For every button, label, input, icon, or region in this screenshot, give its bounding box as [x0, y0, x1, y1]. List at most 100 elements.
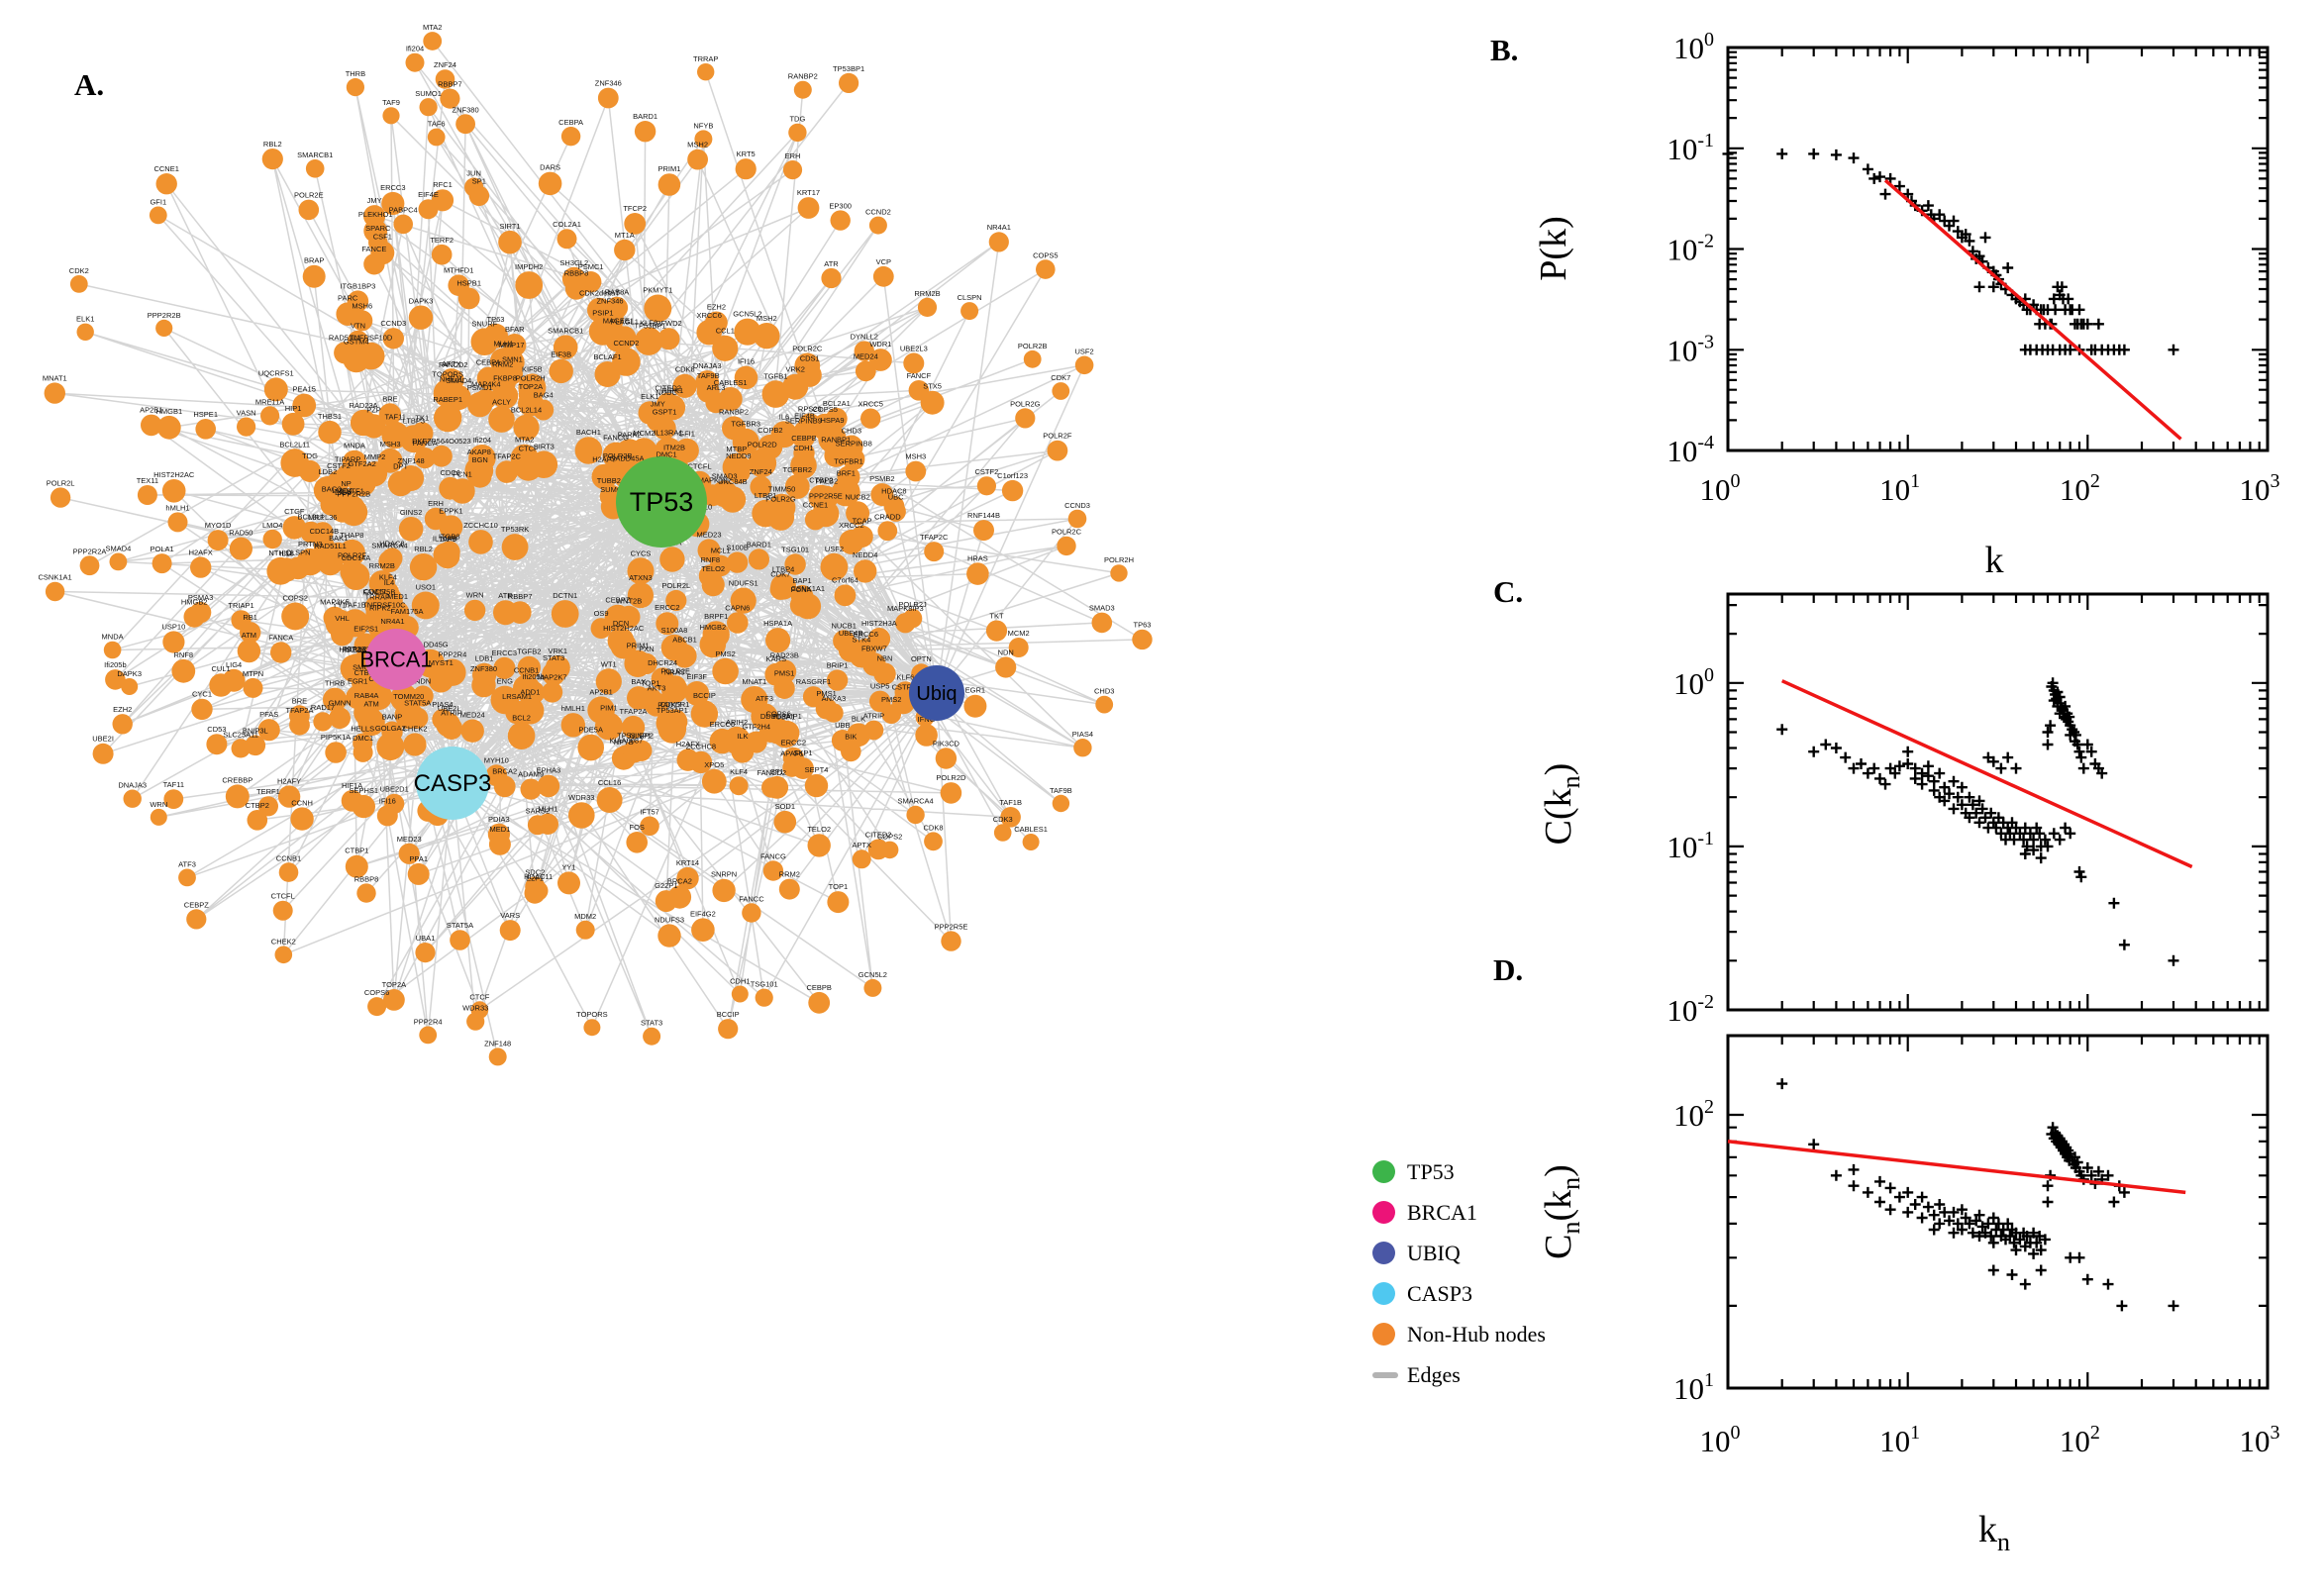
- network-node: [995, 656, 1017, 678]
- node-label: TOP1: [641, 679, 659, 688]
- node-label: ERCC6: [710, 720, 735, 729]
- node-label: MSH3: [380, 440, 401, 449]
- network-node: [237, 639, 261, 663]
- node-label: RB1: [243, 613, 257, 622]
- node-label: RNF8: [174, 650, 194, 659]
- data-points-b: [1722, 148, 2179, 355]
- node-label: EIF4B: [794, 412, 815, 421]
- network-node: [398, 517, 424, 542]
- panel-label-a: A.: [74, 67, 105, 102]
- network-node: [423, 32, 443, 50]
- node-label: MYO1D: [205, 521, 232, 530]
- node-label: NUDC: [656, 388, 677, 397]
- network-node: [463, 599, 486, 622]
- network-node: [741, 686, 768, 714]
- node-label: CDH1: [730, 977, 750, 986]
- network-node: [270, 642, 292, 663]
- node-label: ATRIP: [863, 712, 885, 721]
- network-node: [815, 485, 839, 510]
- node-label: HDAC11: [524, 872, 553, 881]
- network-node: [296, 548, 324, 576]
- network-node: [607, 627, 635, 654]
- tick-label: 10-3: [1666, 331, 1714, 367]
- network-node: [839, 72, 859, 93]
- network-node: [705, 392, 727, 414]
- node-label: CYC1: [192, 690, 212, 699]
- node-label: POLR2G: [765, 495, 796, 504]
- node-label: RNF8: [701, 555, 721, 564]
- node-label: H2AFX: [676, 740, 700, 748]
- network-node: [676, 866, 699, 890]
- node-label: XRCC5: [858, 400, 882, 409]
- network-node: [431, 445, 453, 467]
- node-label: MYH10: [484, 755, 509, 764]
- node-label: BCL2A1: [823, 399, 851, 408]
- node-label: TP53BP1: [833, 64, 864, 73]
- node-label: ATXN3: [629, 573, 653, 582]
- network-node: [394, 700, 423, 730]
- network-node: [834, 584, 857, 607]
- network-node: [697, 62, 715, 81]
- node-label: RRM2B: [914, 289, 940, 298]
- node-label: LDB2: [319, 467, 338, 476]
- node-label: CTGF: [284, 507, 305, 516]
- node-label: GADD45G: [413, 641, 449, 649]
- node-label: IFNG: [918, 715, 936, 724]
- node-label: MED1: [387, 592, 408, 601]
- tick-label: 10-1: [1666, 828, 1714, 864]
- network-node: [1091, 612, 1113, 634]
- network-node: [855, 638, 877, 660]
- hub-node-casp3: [416, 747, 489, 820]
- network-node: [418, 199, 439, 220]
- network-node: [488, 1047, 507, 1066]
- network-node: [207, 530, 229, 551]
- node-label: ERCC6: [854, 630, 878, 639]
- network-node: [338, 539, 365, 566]
- network-node: [393, 214, 414, 235]
- network-node: [415, 943, 436, 963]
- node-label: KRT5: [737, 150, 756, 158]
- network-node: [784, 553, 806, 575]
- plot-frame-d: [1726, 1034, 2270, 1390]
- network-node: [804, 773, 829, 798]
- node-label: SPARC: [365, 224, 391, 233]
- node-label: TGFB2: [517, 648, 541, 656]
- network-node: [659, 547, 685, 572]
- fit-line-b: [1883, 178, 2182, 441]
- network-node: [263, 377, 288, 402]
- node-label: AKAP8: [467, 448, 491, 456]
- node-label: WRN: [466, 591, 484, 600]
- network-node: [305, 159, 325, 178]
- network-node: [672, 373, 697, 398]
- network-node: [560, 713, 585, 738]
- node-label: KRT14: [676, 858, 699, 867]
- node-label: MLH1: [538, 805, 557, 814]
- node-label: COPS2: [877, 833, 902, 842]
- network-node: [378, 549, 401, 573]
- node-label: PIP5K1A: [321, 733, 351, 742]
- node-label: MRPL36: [308, 513, 337, 522]
- node-label: RRM2: [492, 360, 513, 369]
- node-label: P53AIP1: [772, 712, 802, 721]
- node-label: ELK1: [76, 315, 94, 324]
- network-node: [827, 891, 850, 914]
- network-node: [594, 361, 621, 387]
- network-node: [260, 406, 280, 426]
- node-label: STAT5A: [447, 921, 473, 930]
- node-label: AP2B1: [140, 406, 162, 415]
- node-label: PPA1: [409, 854, 428, 863]
- network-node: [428, 667, 454, 693]
- hub-node-tp53: [616, 456, 707, 548]
- node-label: CDK7: [770, 570, 790, 579]
- fit-line-d: [1727, 1140, 2186, 1195]
- network-node: [815, 697, 838, 720]
- network-node: [347, 290, 369, 313]
- network-node: [748, 549, 770, 570]
- node-label: H2AFX: [189, 548, 213, 556]
- node-label: MDM2: [574, 912, 596, 921]
- node-label: TCAP: [853, 517, 872, 526]
- network-node: [985, 620, 1008, 642]
- node-label: CITED2: [865, 831, 892, 840]
- network-node: [150, 808, 167, 826]
- node-label: NTHL1: [268, 549, 292, 557]
